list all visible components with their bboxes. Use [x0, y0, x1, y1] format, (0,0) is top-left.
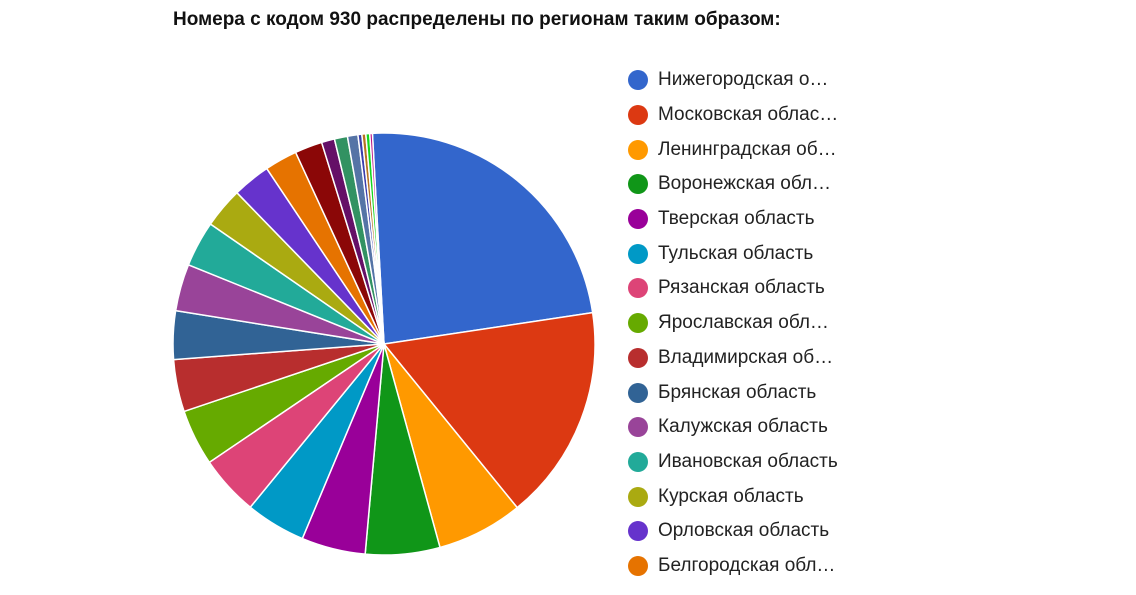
legend-label: Московская облас…: [658, 104, 839, 126]
legend-label: Калужская область: [658, 416, 828, 438]
legend-marker: [628, 278, 648, 299]
legend-item: Ленинградская об…: [628, 132, 888, 167]
legend-marker: [628, 70, 648, 91]
legend: Нижегородская о… Московская облас… Ленингр…: [628, 63, 888, 583]
chart-title: Номера с кодом 930 распределены по регио…: [173, 9, 781, 30]
legend-label: Белгородская обл…: [658, 554, 836, 576]
pie-slice-0: [371, 132, 594, 345]
legend-label: Орловская область: [658, 520, 830, 542]
legend-marker: [628, 174, 648, 195]
legend-item: Рязанская область: [628, 271, 888, 306]
legend-marker: [628, 105, 648, 126]
legend-item: Орловская область: [628, 514, 888, 549]
legend-label: Курская область: [658, 485, 804, 507]
legend-item: Ярославская обл…: [628, 306, 888, 341]
legend-label: Брянская область: [658, 381, 817, 403]
legend-item: Тверская область: [628, 202, 888, 237]
legend-marker: [628, 521, 648, 542]
legend-label: Рязанская область: [658, 277, 825, 299]
legend-marker: [628, 313, 648, 334]
legend-label: Ивановская область: [658, 450, 838, 472]
legend-marker: [628, 209, 648, 230]
legend-marker: [628, 417, 648, 438]
legend-marker: [628, 486, 648, 507]
legend-item: Калужская область: [628, 410, 888, 445]
legend-item: Нижегородская о…: [628, 63, 888, 98]
legend-marker: [628, 243, 648, 264]
pie-slice-1: [382, 311, 596, 509]
legend-item: Воронежская обл…: [628, 167, 888, 202]
legend-item: Московская облас…: [628, 98, 888, 133]
legend-label: Ленинградская об…: [658, 138, 837, 160]
legend-item: Ивановская область: [628, 445, 888, 480]
legend-item: Тульская область: [628, 236, 888, 271]
legend-marker: [628, 451, 648, 472]
legend-item: Курская область: [628, 479, 888, 514]
legend-marker: [628, 139, 648, 160]
pie-slice-22: [368, 132, 385, 345]
legend-label: Воронежская обл…: [658, 173, 831, 195]
legend-item: Брянская область: [628, 375, 888, 410]
legend-label: Ярославская обл…: [658, 312, 829, 334]
legend-marker: [628, 382, 648, 403]
legend-marker: [628, 347, 648, 368]
legend-item: Владимирская об…: [628, 341, 888, 376]
legend-marker: [628, 555, 648, 576]
legend-label: Нижегородская о…: [658, 69, 829, 91]
legend-label: Тульская область: [658, 242, 814, 264]
legend-label: Владимирская об…: [658, 346, 834, 368]
legend-item: Белгородская обл…: [628, 549, 888, 584]
legend-label: Тверская область: [658, 208, 815, 230]
